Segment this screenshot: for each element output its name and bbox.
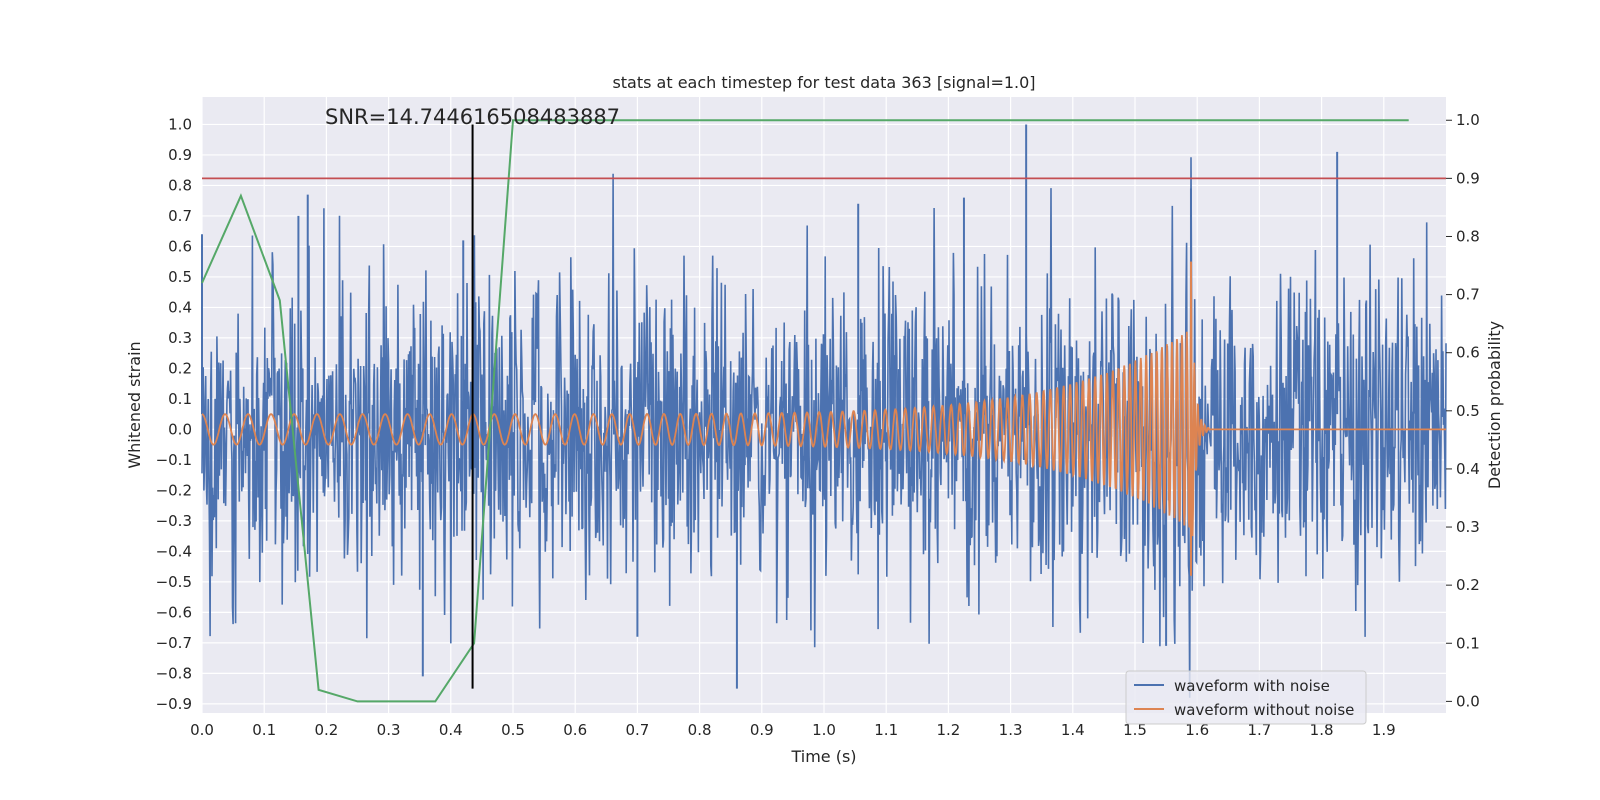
y-left-tick-label: −0.9 <box>156 695 192 713</box>
y-right-tick-label: 0.5 <box>1456 402 1480 420</box>
x-axis-ticks: 0.0 0.1 0.2 0.3 0.4 0.5 0.6 0.7 0.8 0.9 1.0 1.1 1.2 1… <box>190 721 1396 739</box>
x-tick-label: 1.3 <box>999 721 1023 739</box>
x-tick-label: 1.2 <box>936 721 960 739</box>
x-tick-label: 0.0 <box>190 721 214 739</box>
y-right-tick-label: 1.0 <box>1456 111 1480 129</box>
y-axis-right-label: Detection probability <box>1485 321 1504 489</box>
x-tick-label: 1.7 <box>1247 721 1271 739</box>
y-left-tick-label: −0.4 <box>156 542 192 560</box>
x-tick-label: 1.9 <box>1372 721 1396 739</box>
legend: waveform with noise waveform without noi… <box>1125 670 1367 725</box>
y-right-tick-label: 0.0 <box>1456 692 1480 710</box>
legend-box <box>1125 670 1367 725</box>
grid <box>201 97 1446 713</box>
y-left-tick-label: 0.7 <box>168 207 192 225</box>
x-tick-label: 0.2 <box>314 721 338 739</box>
y-left-tick-label: −0.6 <box>156 603 192 621</box>
x-tick-label: 1.8 <box>1310 721 1334 739</box>
y-left-tick-label: −0.2 <box>156 481 192 499</box>
y-axis-right-ticks: 1.0 0.9 0.8 0.7 0.6 0.5 0.4 0.3 0.2 0.1 0.0 <box>1446 111 1480 710</box>
y-left-tick-label: −0.1 <box>156 451 192 469</box>
y-right-tick-label: 0.3 <box>1456 518 1480 536</box>
x-tick-label: 0.9 <box>750 721 774 739</box>
series-waveform-without-noise <box>201 261 1446 576</box>
x-tick-label: 1.5 <box>1123 721 1147 739</box>
waveform-without-noise-line <box>201 261 1446 537</box>
y-right-tick-label: 0.2 <box>1456 576 1480 594</box>
y-axis-left-ticks: 1.0 0.9 0.8 0.7 0.6 0.5 0.4 0.3 0.2 0.1 0.0 −0.1 −0.… <box>156 115 192 712</box>
y-right-tick-label: 0.4 <box>1456 460 1480 478</box>
x-tick-label: 0.6 <box>563 721 587 739</box>
y-right-tick-label: 0.7 <box>1456 286 1480 304</box>
y-left-tick-label: 0.1 <box>168 390 192 408</box>
y-right-tick-label: 0.9 <box>1456 169 1480 187</box>
x-tick-label: 0.7 <box>625 721 649 739</box>
y-left-tick-label: 0.9 <box>168 146 192 164</box>
y-left-tick-label: 0.2 <box>168 359 192 377</box>
series-detection-probability <box>201 119 1409 703</box>
x-tick-label: 0.5 <box>501 721 525 739</box>
waveform-with-noise-line <box>201 157 1447 698</box>
y-left-tick-label: 1.0 <box>168 115 192 133</box>
y-left-tick-label: −0.3 <box>156 512 192 530</box>
x-tick-label: 1.1 <box>874 721 898 739</box>
y-right-tick-label: 0.6 <box>1456 344 1480 362</box>
snr-annotation: SNR=14.744616508483887 <box>325 105 620 129</box>
x-tick-label: 1.0 <box>812 721 836 739</box>
x-tick-label: 0.8 <box>688 721 712 739</box>
y-left-tick-label: 0.4 <box>168 298 192 316</box>
y-left-tick-label: 0.6 <box>168 237 192 255</box>
legend-label-noise: waveform with noise <box>1174 677 1330 695</box>
x-tick-label: 1.4 <box>1061 721 1085 739</box>
x-tick-label: 0.3 <box>377 721 401 739</box>
detection-probability-line <box>201 119 1409 703</box>
y-right-tick-label: 0.8 <box>1456 227 1480 245</box>
y-axis-left-label: Whitened strain <box>125 341 144 468</box>
y-left-tick-label: −0.7 <box>156 634 192 652</box>
series-waveform-with-noise <box>201 124 1447 698</box>
y-left-tick-label: −0.5 <box>156 573 192 591</box>
x-tick-label: 0.1 <box>252 721 276 739</box>
y-right-tick-label: 0.1 <box>1456 634 1480 652</box>
y-left-tick-label: 0.5 <box>168 268 192 286</box>
x-axis-label: Time (s) <box>790 747 856 766</box>
chart-title: stats at each timestep for test data 363… <box>612 73 1035 92</box>
y-left-tick-label: −0.8 <box>156 664 192 682</box>
y-left-tick-label: 0.8 <box>168 176 192 194</box>
y-left-tick-label: 0.0 <box>168 420 192 438</box>
x-tick-label: 1.6 <box>1185 721 1209 739</box>
x-tick-label: 0.4 <box>439 721 463 739</box>
y-left-tick-label: 0.3 <box>168 329 192 347</box>
legend-label-clean: waveform without noise <box>1174 701 1354 719</box>
